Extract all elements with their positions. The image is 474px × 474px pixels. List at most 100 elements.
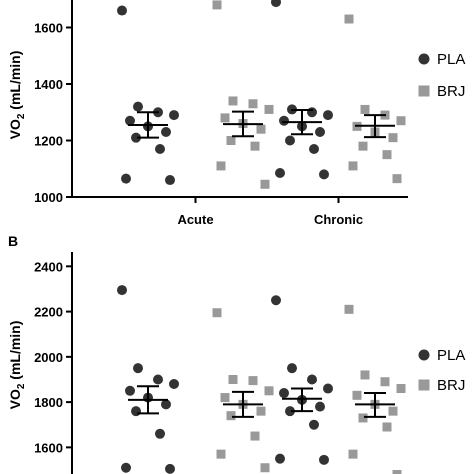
panelb-legend-label-brj: BRJ [437, 377, 465, 394]
panelb-point-brj [360, 370, 370, 380]
panelb-point-pla [323, 383, 333, 394]
panelb-point-brj [260, 463, 270, 473]
panelb-y-axis-label-subscript: 2 [16, 383, 27, 389]
panela-legend-label-brj: BRJ [437, 83, 465, 100]
panelb-point-pla [133, 363, 143, 374]
panela-x-tick-label: Acute [177, 212, 213, 227]
panelb-point-pla [161, 399, 171, 410]
panelb-point-brj [380, 377, 390, 387]
panela-point-brj [344, 14, 354, 24]
panelb-point-brj [382, 422, 392, 432]
panela-point-pla [279, 115, 289, 126]
panela-point-brj [216, 161, 226, 171]
panelb-point-brj [212, 308, 222, 318]
panela-point-brj [256, 124, 266, 134]
panelb-y-tick-label: 1600 [34, 440, 63, 455]
panelb-point-pla [125, 385, 135, 396]
panela-point-pla [125, 115, 135, 126]
panela-y-tick-label: 1000 [34, 190, 63, 205]
panela-point-brj [348, 161, 358, 171]
panela-point-pla [319, 169, 329, 180]
panela-point-pla [131, 132, 141, 143]
panelb-y-axis-label: VO2 (mL/min) [7, 321, 27, 410]
panela-point-brj [396, 116, 406, 126]
panelb-point-brj [392, 470, 402, 474]
panelb-legend-label-pla: PLA [437, 347, 465, 364]
panelb-point-brj [264, 386, 274, 396]
panela-point-pla [155, 143, 165, 154]
panelb-legend-marker-brj [418, 379, 430, 391]
panelb-point-pla [285, 406, 295, 417]
panela-legend-marker-pla [418, 53, 430, 65]
panelb-y-tick-label: 2400 [34, 259, 63, 274]
panela-point-pla [121, 173, 131, 184]
panelb-point-pla [287, 363, 297, 374]
panelb-y-tick-label: 2000 [34, 350, 63, 365]
panela-point-pla [275, 167, 285, 178]
panelb-point-brj [388, 406, 398, 416]
panela-point-pla [271, 0, 281, 8]
panela-point-brj [248, 99, 258, 109]
panela-point-pla [117, 5, 127, 16]
panela-point-brj [392, 174, 402, 184]
panelb-point-brj [226, 411, 236, 421]
panela-point-pla [169, 110, 179, 121]
panelb-panel-label: B [8, 233, 18, 249]
panela-point-pla [323, 110, 333, 121]
panela-y-axis-label-main: VO [7, 119, 23, 139]
panela-y-axis-label-subscript: 2 [16, 113, 27, 119]
panela-legend-label-pla: PLA [437, 51, 465, 68]
panela-legend-marker-brj [418, 85, 430, 97]
panela-point-brj [264, 104, 274, 114]
panelb-y-axis-label-main: VO [7, 389, 23, 409]
panela-point-brj [388, 133, 398, 143]
panelb-point-pla [307, 374, 317, 385]
panelb-point-brj [250, 431, 260, 441]
panela-point-pla [165, 175, 175, 186]
panela-point-brj [228, 96, 238, 106]
panela-y-axis-label-units: (mL/min) [7, 51, 23, 114]
panela-point-brj [212, 0, 222, 10]
panela-point-pla [161, 127, 171, 138]
panela-point-pla [315, 127, 325, 138]
panelb-point-pla [117, 285, 127, 296]
panelb-point-brj [352, 390, 362, 400]
panela-point-brj [220, 113, 230, 123]
panela-point-brj [250, 141, 260, 151]
panelb-point-brj [396, 384, 406, 394]
panelb-point-pla [121, 462, 131, 473]
panela-y-tick-label: 1600 [34, 21, 63, 36]
panelb-point-brj [248, 376, 258, 386]
panelb-point-brj [256, 406, 266, 416]
panela-point-pla [309, 143, 319, 154]
panela-point-brj [382, 150, 392, 160]
panela-point-pla [133, 101, 143, 112]
panelb-point-pla [153, 374, 163, 385]
panelb-point-brj [358, 413, 368, 423]
panelb-point-pla [131, 406, 141, 417]
panela-point-pla [307, 107, 317, 118]
panelb-point-brj [228, 374, 238, 384]
panela-y-tick-label: 1200 [34, 134, 63, 149]
panela-y-axis-label: VO2 (mL/min) [7, 51, 27, 140]
panela-point-pla [285, 135, 295, 146]
panelb-y-axis-label-units: (mL/min) [7, 321, 23, 384]
panela-point-brj [360, 104, 370, 114]
panelb-point-pla [271, 295, 281, 306]
panelb-point-pla [155, 428, 165, 439]
panelb-point-pla [275, 453, 285, 464]
panelb-point-pla [279, 388, 289, 399]
panelb-legend-marker-pla [418, 349, 430, 361]
panela-point-brj [226, 136, 236, 145]
panelb-point-brj [216, 449, 226, 459]
panelb-point-pla [169, 379, 179, 390]
panela-x-tick-label: Chronic [314, 212, 363, 227]
panela-point-brj [260, 179, 270, 189]
panelb-point-brj [348, 449, 358, 459]
panelb-point-pla [309, 419, 319, 430]
panelb-y-tick-label: 1800 [34, 395, 63, 410]
panelb-y-tick-label: 2200 [34, 305, 63, 320]
panelb-point-brj [220, 393, 230, 403]
panela-point-brj [358, 141, 368, 151]
